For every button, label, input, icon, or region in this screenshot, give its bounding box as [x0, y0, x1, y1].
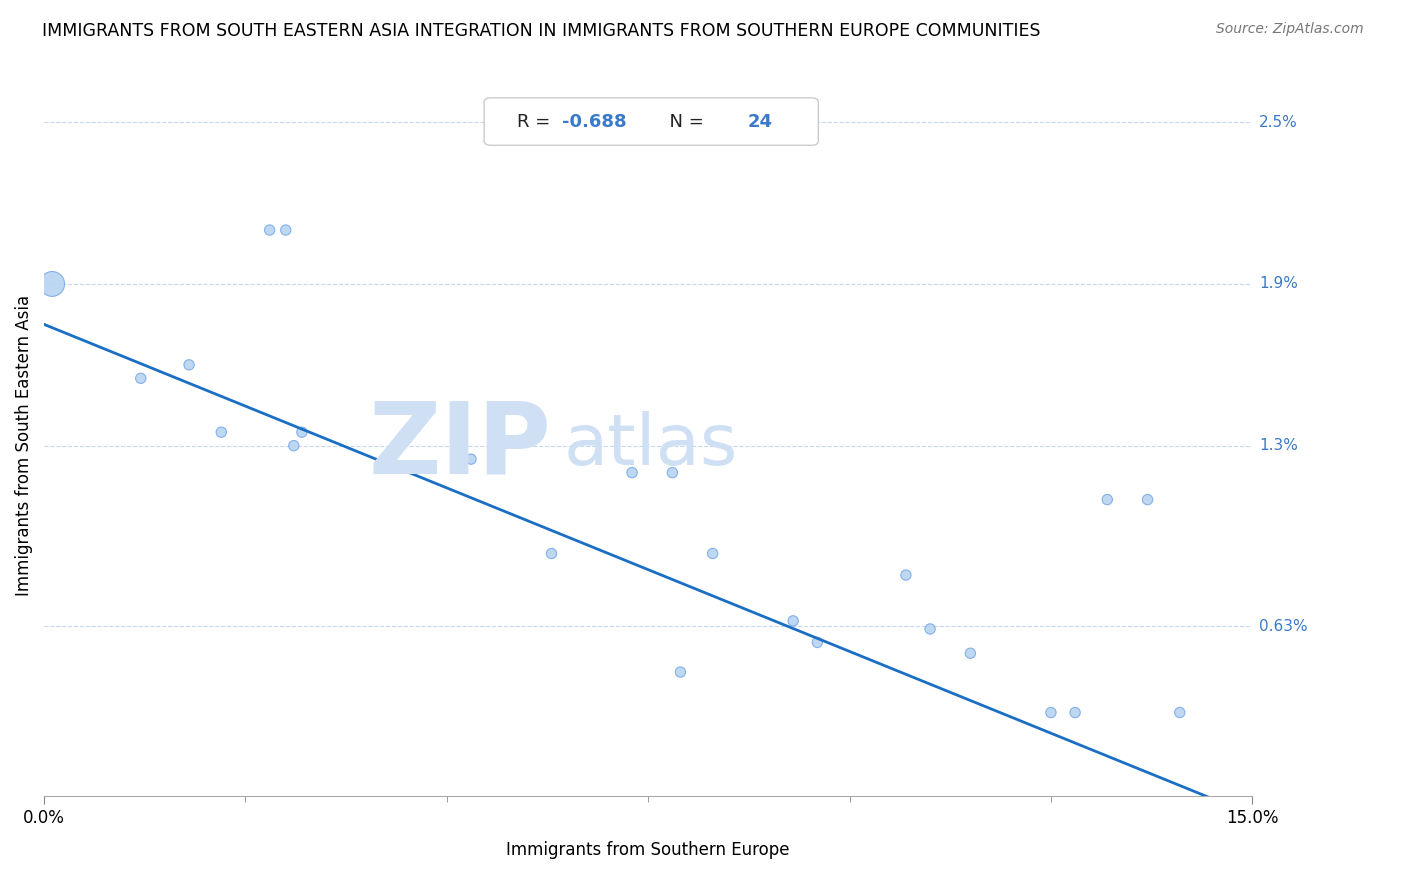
- Point: [661, 466, 683, 480]
- Y-axis label: Immigrants from South Eastern Asia: Immigrants from South Eastern Asia: [15, 295, 32, 596]
- Point: [209, 425, 232, 440]
- Point: [129, 371, 152, 385]
- Point: [1064, 706, 1087, 720]
- Text: atlas: atlas: [564, 411, 738, 480]
- Point: [1168, 706, 1191, 720]
- Text: ZIP: ZIP: [368, 397, 551, 494]
- Point: [806, 635, 828, 649]
- Point: [920, 622, 942, 636]
- Point: [1039, 706, 1062, 720]
- Point: [782, 614, 804, 628]
- Point: [621, 466, 644, 480]
- Text: -0.688: -0.688: [561, 112, 626, 130]
- Text: 1.3%: 1.3%: [1260, 438, 1298, 453]
- Point: [291, 425, 314, 440]
- Text: 24: 24: [747, 112, 772, 130]
- Point: [894, 568, 917, 582]
- Text: IMMIGRANTS FROM SOUTH EASTERN ASIA INTEGRATION IN IMMIGRANTS FROM SOUTHERN EUROP: IMMIGRANTS FROM SOUTH EASTERN ASIA INTEG…: [42, 22, 1040, 40]
- Point: [1097, 492, 1119, 507]
- Point: [41, 277, 63, 291]
- Point: [259, 223, 281, 237]
- Point: [540, 547, 562, 561]
- Point: [274, 223, 297, 237]
- Text: Source: ZipAtlas.com: Source: ZipAtlas.com: [1216, 22, 1364, 37]
- Text: 1.9%: 1.9%: [1260, 277, 1298, 292]
- Point: [1136, 492, 1159, 507]
- Point: [460, 452, 482, 467]
- Point: [283, 439, 305, 453]
- X-axis label: Immigrants from Southern Europe: Immigrants from Southern Europe: [506, 841, 790, 859]
- Point: [959, 646, 981, 660]
- Point: [702, 547, 724, 561]
- Point: [669, 665, 692, 679]
- Text: 2.5%: 2.5%: [1260, 115, 1298, 129]
- Text: R =: R =: [517, 112, 555, 130]
- Point: [177, 358, 200, 372]
- Text: N =: N =: [658, 112, 709, 130]
- Text: 0.63%: 0.63%: [1260, 619, 1308, 634]
